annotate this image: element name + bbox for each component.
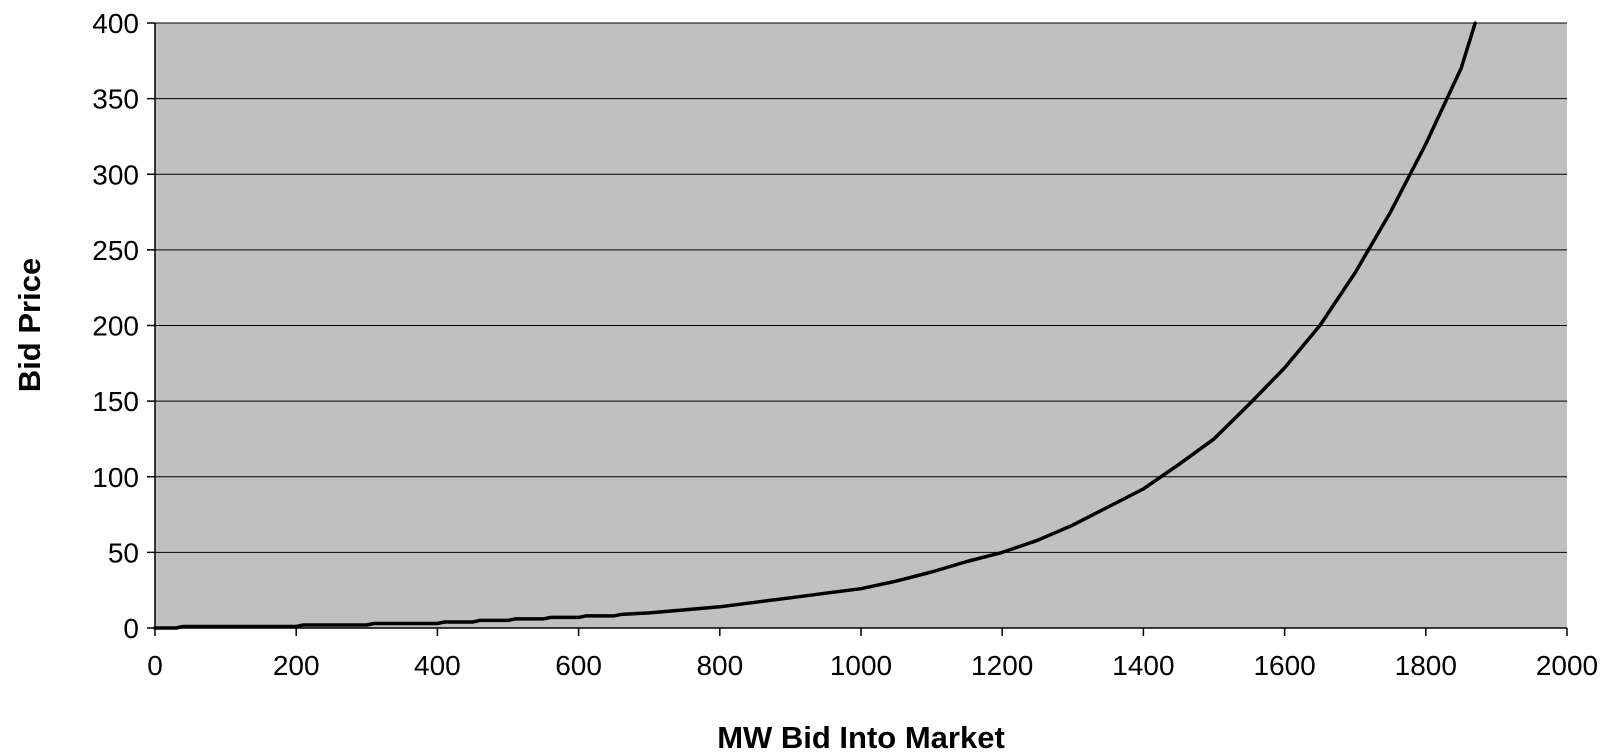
- y-tick-label: 300: [92, 159, 139, 190]
- y-tick-label: 350: [92, 84, 139, 115]
- x-tick-label: 1400: [1112, 650, 1174, 681]
- x-tick-label: 2000: [1536, 650, 1598, 681]
- series-group: [153, 21, 1477, 630]
- y-tick-label: 50: [108, 537, 139, 568]
- x-tick-label: 1000: [830, 650, 892, 681]
- y-tick-label: 100: [92, 462, 139, 493]
- x-tick-label: 0: [147, 650, 163, 681]
- series-line-0: [153, 21, 1477, 630]
- x-tick-label: 1800: [1395, 650, 1457, 681]
- x-tick-label: 1600: [1253, 650, 1315, 681]
- y-tick-labels: 0 50 100 150 200 250 300 350 400: [92, 8, 139, 644]
- y-tick-label: 150: [92, 386, 139, 417]
- x-tick-label: 400: [414, 650, 461, 681]
- y-tick-label: 200: [92, 311, 139, 342]
- horizontal-gridlines: [155, 22, 1567, 553]
- y-tick-label: 400: [92, 8, 139, 39]
- x-tick-label: 1200: [971, 650, 1033, 681]
- y-tick-label: 0: [123, 613, 139, 644]
- x-tick-label: 800: [696, 650, 743, 681]
- x-axis-title: MW Bid Into Market: [717, 720, 1005, 755]
- x-tick-labels: 0 200 400 600 800 1000 1200 1400 1600 1800 2000: [147, 650, 1598, 681]
- y-axis-title: Bid Price: [12, 258, 47, 392]
- x-tick-label: 600: [555, 650, 602, 681]
- x-tick-label: 200: [273, 650, 320, 681]
- y-tick-label: 250: [92, 235, 139, 266]
